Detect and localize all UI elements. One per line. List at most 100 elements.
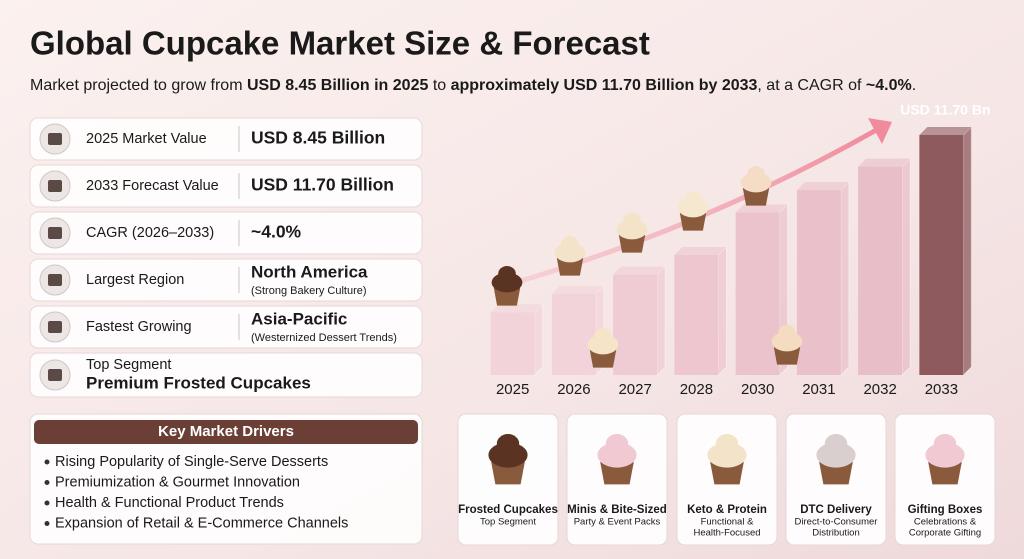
segment-subtitle: Celebrations & (914, 517, 977, 528)
bar-top (613, 266, 666, 275)
bullet (44, 500, 50, 506)
segment-subtitle: Health-Focused (693, 528, 760, 539)
metric-value: Premium Frosted Cupcakes (86, 373, 311, 392)
cupcake-frosting (498, 266, 516, 282)
bar-top (674, 247, 727, 255)
metric-note: (Westernized Dessert Trends) (251, 332, 397, 344)
bar-side (901, 157, 911, 377)
x-tick-label: 2025 (496, 381, 529, 398)
subtitle-part: Market projected to grow from (30, 77, 247, 94)
cupcake-frosting (597, 442, 637, 468)
metric-icon-glyph (48, 227, 62, 239)
cupcake-frosting (623, 213, 641, 229)
x-tick-label: 2030 (741, 381, 774, 398)
cupcake-frosting (715, 434, 739, 454)
metric-icon-glyph (48, 180, 62, 192)
bar (858, 166, 903, 375)
driver-item: Rising Popularity of Single-Serve Desser… (55, 454, 328, 470)
bar-top (796, 182, 849, 191)
subtitle-part: ~4.0% (866, 77, 912, 94)
bar-top (490, 304, 543, 313)
bar-side (717, 245, 727, 377)
cupcake-liner (556, 258, 584, 276)
value-label: USD 11.70 Bn (900, 102, 990, 118)
metric-card (29, 164, 423, 208)
bar (674, 255, 719, 375)
drivers-card (29, 413, 423, 545)
subtitle-part: approximately USD 11.70 Billion by 2033 (451, 77, 758, 94)
cupcake-frosting (824, 434, 848, 454)
metric-label: 2033 Forecast Value (86, 178, 219, 194)
drivers-header (34, 420, 418, 444)
metric-value: USD 8.45 Billion (251, 128, 385, 148)
cupcake-liner (679, 213, 707, 231)
metric-card (29, 305, 423, 349)
bar (613, 274, 658, 375)
bar-side (840, 180, 850, 377)
cupcake-liner (710, 462, 744, 485)
segment-subtitle: Corporate Gifting (909, 528, 981, 539)
trend-arrow-head (868, 118, 892, 144)
cupcake-frosting (616, 219, 648, 240)
metric-card (29, 352, 423, 398)
bar (551, 293, 596, 375)
subtitle-part: . (912, 77, 916, 94)
subtitle-part: , at a CAGR of (757, 77, 865, 94)
driver-item: Health & Functional Product Trends (55, 495, 284, 511)
cupcake-liner (589, 350, 617, 368)
cupcake-frosting (677, 197, 709, 218)
cupcake-liner (618, 235, 646, 253)
metric-note: (Strong Bakery Culture) (251, 285, 367, 297)
cupcake-frosting (587, 334, 619, 355)
segment-subtitle: Direct-to-Consumer (795, 517, 878, 528)
cupcake-frosting (740, 172, 772, 193)
bullet (44, 459, 50, 465)
bar (796, 190, 841, 375)
cupcake-frosting (594, 328, 612, 344)
x-tick-label: 2028 (680, 381, 713, 398)
metric-icon-glyph (48, 133, 62, 145)
segment-title: Frosted Cupcakes (458, 504, 558, 516)
bullet (44, 480, 50, 485)
driver-item: Expansion of Retail & E-Commerce Channel… (55, 515, 348, 531)
metric-icon-glyph (48, 321, 62, 333)
metric-label: 2025 Market Value (86, 131, 207, 147)
bar (919, 135, 964, 375)
cupcake-frosting (491, 272, 523, 293)
metric-label: Largest Region (86, 272, 184, 288)
cupcake-frosting (605, 434, 629, 454)
segment-subtitle: Distribution (812, 528, 860, 539)
metric-label: Fastest Growing (86, 319, 192, 335)
segment-subtitle: Functional & (701, 517, 754, 528)
metric-card (29, 211, 423, 255)
cupcake-frosting (561, 236, 579, 252)
driver-item: Premiumization & Gourmet Innovation (55, 474, 300, 490)
drivers-title: Key Market Drivers (158, 423, 294, 440)
segment-title: DTC Delivery (800, 504, 872, 516)
segment-title: Keto & Protein (687, 504, 767, 516)
cupcake-frosting (933, 434, 957, 454)
cupcake-frosting (496, 434, 520, 454)
metric-value: Asia-Pacific (251, 309, 347, 328)
cupcake-liner (493, 288, 521, 306)
metric-card (29, 117, 423, 161)
cupcake-frosting (554, 242, 586, 263)
segment-subtitle: Party & Event Packs (574, 517, 661, 528)
segment-title: Gifting Boxes (908, 504, 983, 516)
cupcake-liner (491, 462, 525, 485)
subtitle: Market projected to grow from USD 8.45 B… (30, 77, 916, 94)
bar (735, 212, 780, 375)
cupcake-frosting (778, 325, 796, 341)
metric-icon-glyph (48, 274, 62, 286)
cupcake-frosting (747, 166, 765, 182)
cupcake-frosting (684, 191, 702, 207)
bar-top (735, 204, 788, 213)
bar (490, 312, 535, 375)
segment-title: Minis & Bite-Sized (567, 504, 667, 516)
cupcake-liner (742, 188, 770, 206)
cupcake-frosting (488, 442, 528, 468)
cupcake-liner (928, 462, 962, 485)
bar-side (962, 125, 972, 377)
bullet (44, 521, 50, 526)
bar-top (858, 158, 911, 167)
